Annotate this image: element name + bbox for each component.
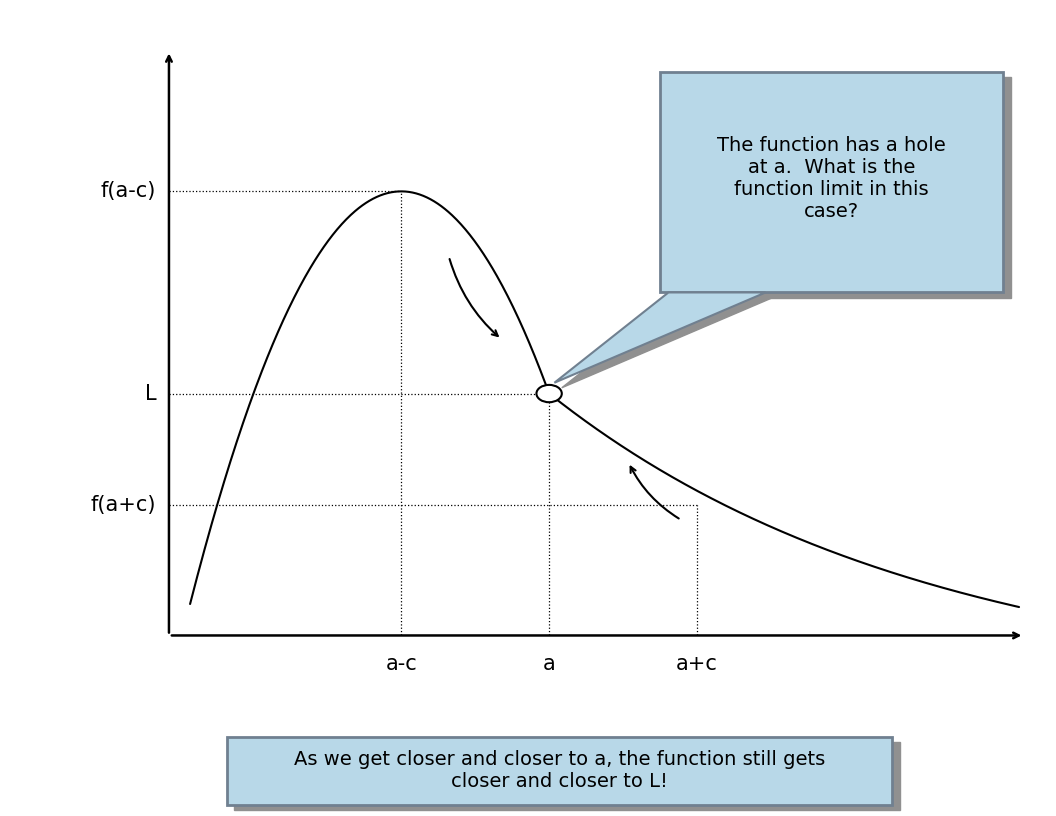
Text: f(a+c): f(a+c)	[91, 495, 156, 516]
FancyBboxPatch shape	[234, 742, 900, 810]
FancyBboxPatch shape	[660, 72, 1003, 292]
Text: As we get closer and closer to a, the function still gets
closer and closer to L: As we get closer and closer to a, the fu…	[294, 751, 826, 792]
FancyBboxPatch shape	[667, 78, 1011, 298]
Text: a+c: a+c	[676, 654, 718, 673]
FancyBboxPatch shape	[227, 737, 892, 805]
Text: f(a-c): f(a-c)	[101, 181, 156, 202]
Text: L: L	[145, 384, 156, 404]
Text: The function has a hole
at a.  What is the
function limit in this
case?: The function has a hole at a. What is th…	[717, 136, 946, 221]
Text: a-c: a-c	[385, 654, 417, 673]
Text: a: a	[543, 654, 555, 673]
Circle shape	[536, 385, 562, 402]
Polygon shape	[554, 292, 766, 383]
Polygon shape	[562, 298, 773, 388]
